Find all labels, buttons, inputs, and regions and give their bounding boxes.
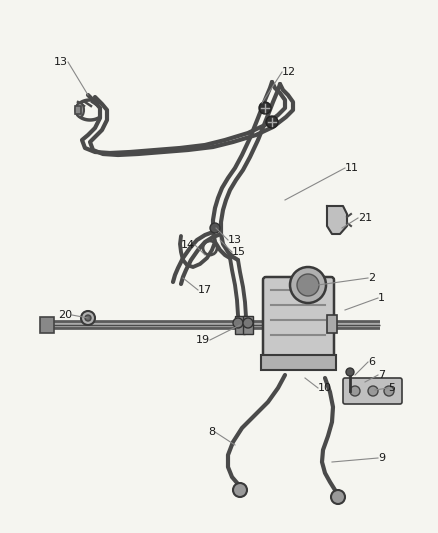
Text: 8: 8 xyxy=(208,427,215,437)
Text: 13: 13 xyxy=(54,57,68,67)
Bar xyxy=(261,355,336,370)
Circle shape xyxy=(384,386,394,396)
Circle shape xyxy=(346,368,354,376)
Polygon shape xyxy=(327,206,347,234)
Bar xyxy=(327,315,337,333)
Circle shape xyxy=(297,274,319,296)
Circle shape xyxy=(85,315,91,321)
Bar xyxy=(40,317,54,333)
Circle shape xyxy=(210,223,220,233)
Text: 10: 10 xyxy=(318,383,332,393)
Text: 20: 20 xyxy=(58,310,72,320)
FancyBboxPatch shape xyxy=(263,277,334,363)
Circle shape xyxy=(266,116,278,128)
Circle shape xyxy=(233,483,247,497)
Text: 9: 9 xyxy=(378,453,385,463)
Text: 12: 12 xyxy=(282,67,296,77)
Text: 11: 11 xyxy=(345,163,359,173)
Text: 14: 14 xyxy=(181,240,195,250)
Text: 2: 2 xyxy=(368,273,375,283)
Bar xyxy=(75,106,81,114)
Text: 7: 7 xyxy=(378,370,385,380)
FancyBboxPatch shape xyxy=(343,378,402,404)
Circle shape xyxy=(243,318,253,328)
Text: 13: 13 xyxy=(228,235,242,245)
Text: 6: 6 xyxy=(368,357,375,367)
Circle shape xyxy=(350,386,360,396)
Circle shape xyxy=(368,386,378,396)
Bar xyxy=(235,316,245,334)
Bar xyxy=(243,316,253,334)
Circle shape xyxy=(233,318,243,328)
Text: 17: 17 xyxy=(198,285,212,295)
Ellipse shape xyxy=(76,103,84,117)
Text: 21: 21 xyxy=(358,213,372,223)
Circle shape xyxy=(81,311,95,325)
Text: 1: 1 xyxy=(378,293,385,303)
Text: 19: 19 xyxy=(196,335,210,345)
Circle shape xyxy=(259,102,271,114)
Circle shape xyxy=(331,490,345,504)
Circle shape xyxy=(290,267,326,303)
Text: 5: 5 xyxy=(388,383,395,393)
Text: 15: 15 xyxy=(232,247,246,257)
